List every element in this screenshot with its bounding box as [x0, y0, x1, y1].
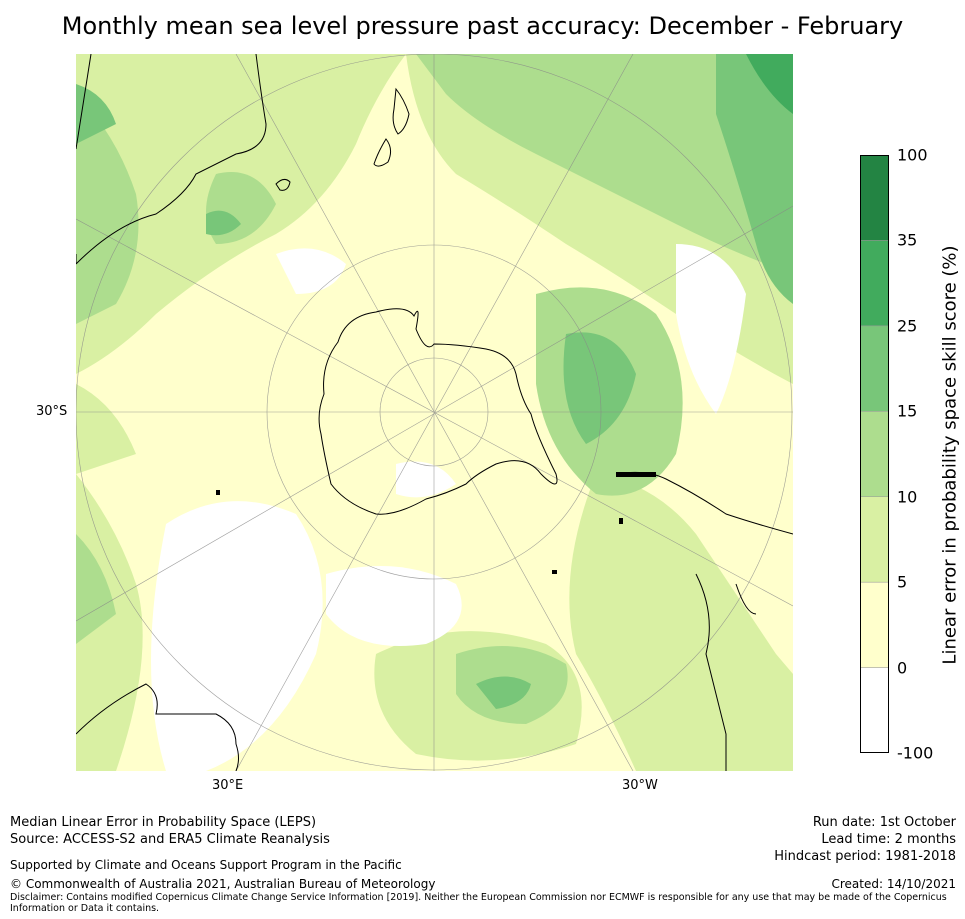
map-plot	[76, 54, 793, 771]
footer-left: Median Linear Error in Probability Space…	[10, 814, 330, 848]
hindcast-period: Hindcast period: 1981-2018	[774, 849, 956, 864]
footer-right: Run date: 1st October Lead time: 2 month…	[774, 814, 956, 865]
lat-label-30s: 30°S	[36, 404, 68, 419]
footer-method: Median Linear Error in Probability Space…	[10, 815, 317, 830]
footer-support: Supported by Climate and Oceans Support …	[10, 858, 402, 872]
created-date: Created: 14/10/2021	[831, 877, 956, 891]
lon-label-30e: 30°E	[212, 778, 244, 793]
colorbar-bin	[860, 325, 889, 412]
disclaimer: Disclaimer: Contains modified Copernicus…	[10, 892, 947, 914]
colorbar-bin	[860, 581, 889, 668]
colorbar-tick-label: 35	[897, 230, 918, 250]
footer-copyright: © Commonwealth of Australia 2021, Austra…	[10, 877, 436, 891]
africa-coast	[76, 683, 239, 771]
colorbar-tick-label: 0	[897, 658, 908, 678]
footer-source: Source: ACCESS-S2 and ERA5 Climate Reana…	[10, 832, 330, 847]
lon-label-30w: 30°W	[622, 778, 658, 793]
colorbar-bin	[860, 667, 889, 753]
australia-coast	[76, 54, 267, 265]
lead-time: Lead time: 2 months	[821, 832, 956, 847]
new-zealand-coast	[392, 87, 410, 135]
run-date: Run date: 1st October	[812, 815, 956, 830]
colorbar-tick-label: 15	[897, 401, 918, 421]
colorbar-tick-label: 25	[897, 316, 918, 336]
colorbar-tick-label: 10	[897, 487, 918, 507]
colorbar-tick-label: 100	[897, 145, 928, 165]
colorbar-bin	[860, 155, 889, 241]
colorbar	[860, 155, 889, 753]
colorbar-bin	[860, 496, 889, 583]
colorbar-label: Linear error in probability space skill …	[939, 245, 961, 665]
coastlines	[76, 54, 793, 771]
colorbar-tick-label: -100	[897, 743, 934, 763]
map-title: Monthly mean sea level pressure past acc…	[61, 12, 904, 40]
no-skill-areas	[151, 244, 746, 771]
colorbar-bin	[860, 240, 889, 327]
colorbar-tick-label: 5	[897, 572, 908, 592]
colorbar-bin	[860, 411, 889, 497]
graticule	[76, 54, 793, 771]
antarctica-coast	[318, 308, 558, 515]
